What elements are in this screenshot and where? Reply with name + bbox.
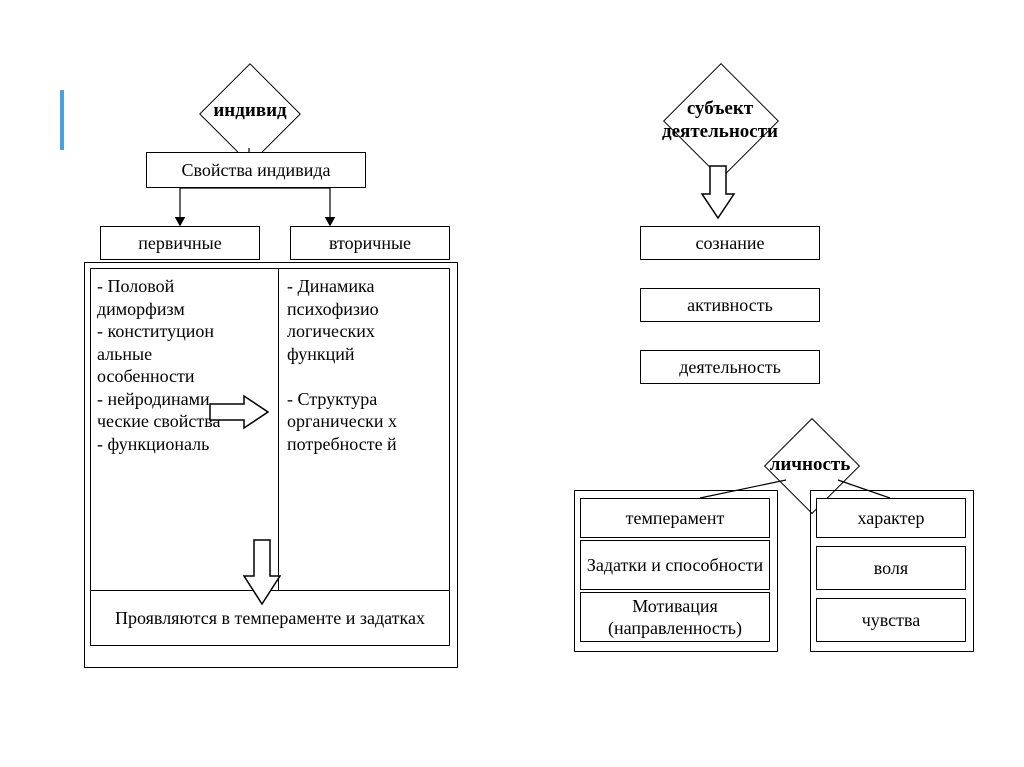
box-primary-header: первичные bbox=[100, 226, 260, 260]
abilities-text: Задатки и способности bbox=[587, 554, 763, 577]
box-consciousness: сознание bbox=[640, 226, 820, 260]
primary-items-text: - Половой диморфизм - конституцион альны… bbox=[97, 275, 233, 455]
temperament-text: темперамент bbox=[626, 507, 725, 530]
secondary-items-text: - Динамика психофизио логических функций… bbox=[287, 275, 441, 455]
box-temperament: темперамент bbox=[580, 498, 770, 538]
box-activity: активность bbox=[640, 288, 820, 322]
diagram-root: индивид Свойства индивида первичные втор… bbox=[0, 0, 1024, 767]
box-bottom-manifest: Проявляются в темпераменте и задатках bbox=[90, 590, 450, 646]
box-action: деятельность bbox=[640, 350, 820, 384]
box-motivation: Мотивация (направленность) bbox=[580, 592, 770, 642]
character-text: характер bbox=[857, 507, 924, 530]
diamond-subject bbox=[663, 63, 779, 179]
action-text: деятельность bbox=[679, 356, 781, 379]
box-character: характер bbox=[816, 498, 966, 538]
bottom-manifest-text: Проявляются в темпераменте и задатках bbox=[115, 607, 425, 630]
box-feelings: чувства bbox=[816, 598, 966, 642]
consciousness-text: сознание bbox=[696, 232, 765, 255]
box-primary-items: - Половой диморфизм - конституцион альны… bbox=[90, 268, 240, 592]
box-abilities: Задатки и способности bbox=[580, 540, 770, 590]
box-properties-title: Свойства индивида bbox=[146, 152, 366, 188]
properties-title-text: Свойства индивида bbox=[182, 159, 331, 182]
diamond-individ bbox=[199, 63, 301, 165]
primary-header-text: первичные bbox=[138, 232, 222, 255]
accent-bar bbox=[60, 90, 64, 150]
box-will: воля bbox=[816, 546, 966, 590]
middle-gap bbox=[238, 268, 280, 594]
activity-text: активность bbox=[687, 294, 773, 317]
box-secondary-items: - Динамика психофизио логических функций… bbox=[278, 268, 450, 592]
feelings-text: чувства bbox=[862, 609, 921, 632]
secondary-header-text: вторичные bbox=[329, 232, 411, 255]
will-text: воля bbox=[874, 557, 908, 580]
box-secondary-header: вторичные bbox=[290, 226, 450, 260]
motivation-text: Мотивация (направленность) bbox=[585, 595, 765, 640]
